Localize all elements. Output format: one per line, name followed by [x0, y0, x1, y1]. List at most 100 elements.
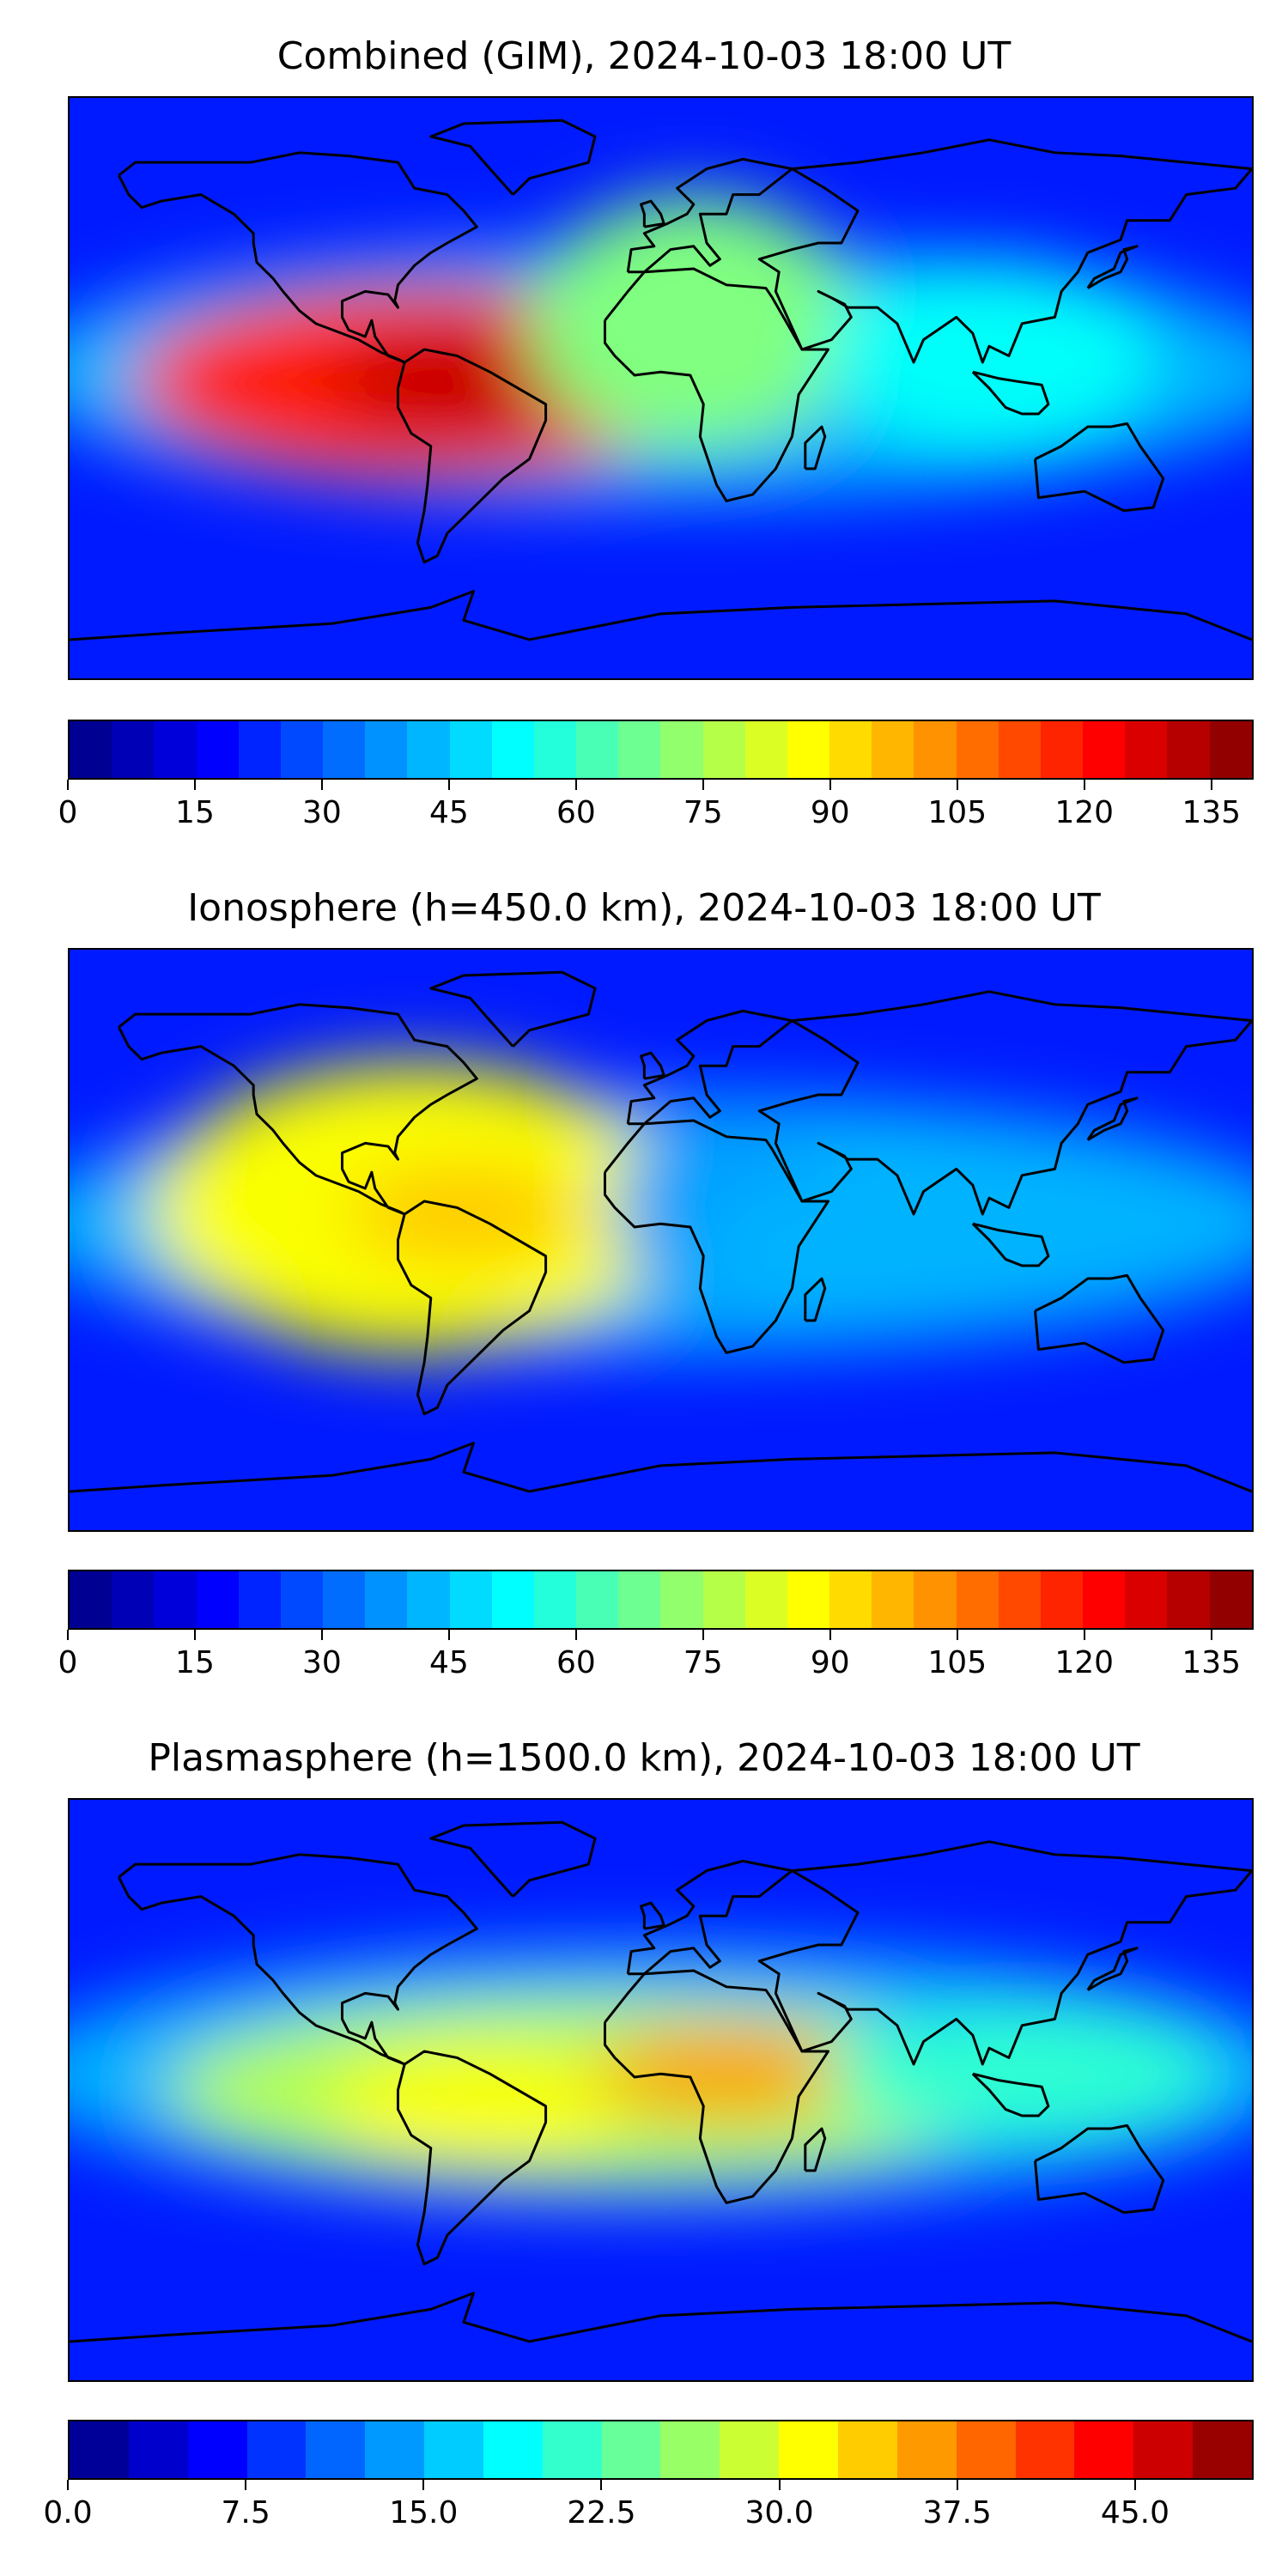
colorbar-ticks: 0.0 7.5 15.0 22.5 30.0 37.5 45.0: [43, 2480, 1254, 2531]
colorbar-tick-label: 15: [175, 795, 215, 830]
coastline-5: [757, 1840, 1252, 2066]
colorbar-segment: [112, 721, 155, 778]
colorbar-segment: [1040, 1571, 1084, 1628]
colorbar-tick-label: 45: [428, 1645, 469, 1680]
colorbar-tick-label: 0: [58, 795, 78, 830]
colorbar-segment: [576, 721, 619, 778]
colorbar-segment: [365, 721, 408, 778]
coastline-2: [396, 348, 548, 564]
coastline-10: [640, 1901, 665, 1930]
colorbar-tick-label: 135: [1182, 1645, 1242, 1680]
colorbar-tick-label: 30: [302, 795, 342, 830]
coastline-11: [804, 425, 827, 471]
coastline-0: [118, 1003, 478, 1216]
colorbar-segment: [956, 2421, 1016, 2478]
coastline-9: [1086, 1947, 1139, 1991]
colorbar-tick: [1083, 1630, 1085, 1640]
coastline-7: [70, 1442, 1252, 1493]
colorbar-tick: [702, 1630, 704, 1640]
colorbar-segment: [483, 2421, 543, 2478]
colorbar-segment: [829, 721, 872, 778]
colorbar-tick-label: 90: [810, 1645, 850, 1680]
colorbar-segment: [956, 721, 999, 778]
map-svg: [70, 98, 1252, 678]
coastline-6: [1034, 2123, 1165, 2215]
colorbar-combined: [68, 720, 1254, 780]
colorbar-segment: [542, 2421, 602, 2478]
coastline-8: [971, 1222, 1050, 1267]
colorbar-segment: [576, 1571, 619, 1628]
colorbar-segment: [1125, 721, 1168, 778]
colorbar-tick-label: 0: [58, 1645, 78, 1680]
colorbar-tick-label: 15.0: [389, 2495, 459, 2530]
coastline-4: [626, 1859, 793, 1976]
coastline-3: [603, 1119, 830, 1354]
colorbar-tick: [67, 2480, 69, 2490]
panel-title: Plasmasphere (h=1500.0 km), 2024-10-03 1…: [148, 1736, 1140, 1780]
coastline-3: [603, 267, 830, 502]
colorbar-segment: [70, 721, 112, 778]
coastlines: [70, 1820, 1252, 2343]
colorbar-tick-label: 120: [1054, 1645, 1115, 1680]
colorbar-tick: [1210, 1630, 1212, 1640]
colorbar-segment: [491, 721, 534, 778]
colorbar-ticks: 0 15 30 45 60 75 90 105 120 135: [58, 1630, 1254, 1681]
coastlines: [70, 118, 1252, 641]
colorbar-tick-label: 75: [683, 795, 723, 830]
colorbar-ticks: 0 15 30 45 60 75 90 105 120 135: [58, 780, 1254, 831]
coastline-7: [70, 590, 1252, 641]
coastline-0: [118, 151, 478, 364]
colorbar-tick-label: 0.0: [43, 2495, 93, 2530]
coastline-1: [429, 970, 597, 1048]
coastline-2: [396, 1200, 548, 1416]
colorbar-segment: [1125, 1571, 1168, 1628]
colorbar-segment: [896, 2421, 957, 2478]
colorbar-segment: [154, 1571, 197, 1628]
colorbar-segment: [744, 721, 787, 778]
coastline-1: [429, 118, 597, 196]
coastline-9: [1086, 1097, 1139, 1141]
colorbar-tick-label: 105: [927, 795, 987, 830]
field-blob-3: [824, 258, 1154, 453]
colorbar-segment: [702, 721, 745, 778]
colorbar-segment: [1193, 2421, 1252, 2478]
map-svg: [70, 950, 1252, 1530]
colorbar-segment: [70, 2421, 129, 2478]
colorbar-segment: [787, 1571, 830, 1628]
colorbar-segment: [112, 1571, 155, 1628]
colorbar-tick-label: 45.0: [1100, 2495, 1170, 2530]
colorbar-segment: [998, 1571, 1041, 1628]
colorbar-segment: [280, 1571, 324, 1628]
colorbar-segment: [829, 1571, 872, 1628]
field-blob-1: [332, 2048, 629, 2165]
colorbar-tick: [600, 2480, 603, 2490]
colorbar-tick: [1133, 2480, 1136, 2490]
coastline-9: [1086, 245, 1139, 289]
colorbar-plasmasphere: [68, 2420, 1254, 2480]
colorbar-tick: [829, 780, 831, 790]
coastline-8: [971, 370, 1050, 416]
colorbar-segment: [1167, 1571, 1210, 1628]
colorbar-segment: [196, 1571, 239, 1628]
colorbar-segment: [238, 1571, 281, 1628]
colorbar-tick-label: 22.5: [567, 2495, 636, 2530]
colorbar-segment: [533, 721, 577, 778]
colorbar-tick-label: 15: [175, 1645, 215, 1680]
coastline-11: [804, 1277, 827, 1322]
colorbar-segment: [618, 1571, 661, 1628]
colorbar-segment: [246, 2421, 307, 2478]
colorbar-segment: [872, 721, 914, 778]
colorbar-segment: [491, 1571, 534, 1628]
colorbar-tick: [956, 1630, 958, 1640]
coastline-8: [971, 2072, 1050, 2117]
colorbar-segment: [914, 721, 957, 778]
colorbar-tick-label: 105: [927, 1645, 987, 1680]
colorbar-segment: [154, 721, 197, 778]
colorbar-segment: [601, 2421, 661, 2478]
colorbar-segment: [1209, 1571, 1252, 1628]
coastline-0: [118, 1853, 478, 2066]
colorbar-segment: [914, 1571, 957, 1628]
field-blob-2: [529, 194, 858, 453]
colorbar-tick: [1210, 780, 1212, 790]
